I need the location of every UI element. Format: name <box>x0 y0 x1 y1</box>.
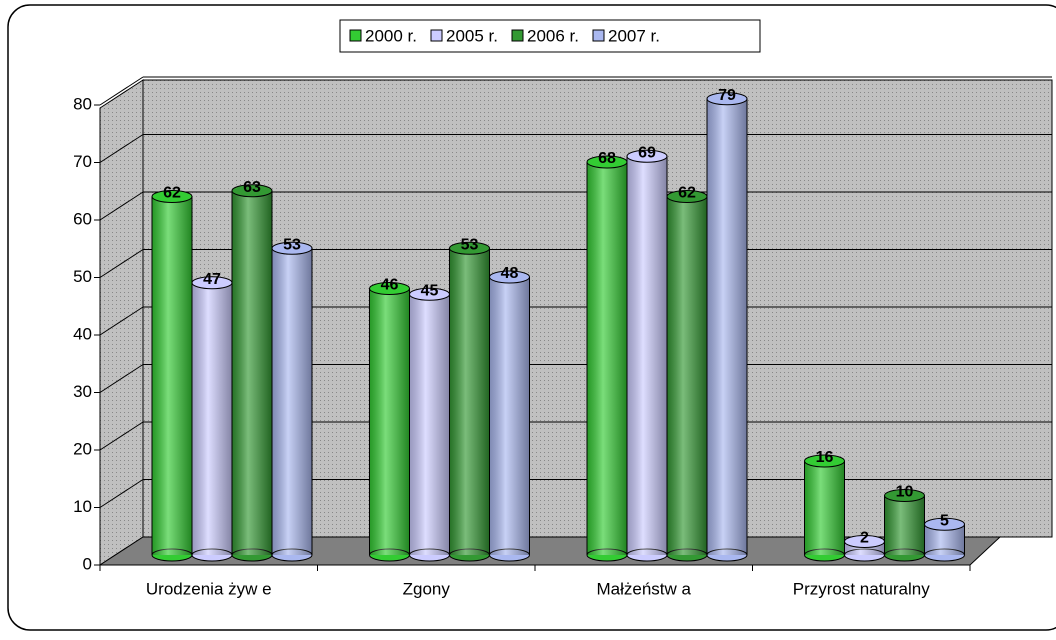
grid-line <box>99 479 144 508</box>
bar <box>884 489 925 562</box>
legend-swatch <box>511 29 524 42</box>
value-label: 2 <box>860 530 869 547</box>
y-tick-label: 60 <box>73 209 92 228</box>
y-tick-label: 10 <box>73 497 92 516</box>
legend-swatch <box>349 29 362 42</box>
grid-line <box>99 134 144 163</box>
y-tick-label: 30 <box>73 382 92 401</box>
value-label: 63 <box>243 179 261 196</box>
bar <box>231 184 273 562</box>
legend-swatch <box>592 29 605 42</box>
bar <box>666 190 708 562</box>
bar <box>706 92 748 562</box>
y-tick-label: 70 <box>73 152 92 171</box>
bar <box>409 287 450 562</box>
grid-line <box>99 76 144 106</box>
x-tick-label: Małżeństw a <box>597 579 692 598</box>
grid-line <box>99 306 144 336</box>
bar <box>271 241 313 562</box>
grid-line <box>99 191 144 221</box>
side-wall <box>99 79 144 566</box>
value-label: 53 <box>461 236 479 253</box>
bar <box>191 276 233 562</box>
value-label: 16 <box>816 449 834 466</box>
y-tick-label: 20 <box>73 439 92 458</box>
value-label: 46 <box>381 277 399 294</box>
bar <box>489 270 530 562</box>
legend <box>339 19 761 53</box>
value-label: 10 <box>896 484 914 501</box>
value-label: 48 <box>501 265 519 282</box>
y-tick-label: 40 <box>73 324 92 343</box>
value-label: 62 <box>163 185 181 202</box>
x-tick-label: Zgony <box>403 579 451 598</box>
legend-label: 2007 r. <box>608 26 660 45</box>
x-tick-label: Przyrost naturalny <box>793 579 930 598</box>
grid-line <box>99 421 144 451</box>
x-tick-label: Urodzenia żyw e <box>146 579 272 598</box>
value-label: 62 <box>678 185 696 202</box>
bar <box>626 149 668 562</box>
grid-line <box>99 364 144 393</box>
bar <box>804 454 845 562</box>
bar <box>369 282 410 562</box>
y-tick-label: 80 <box>73 94 92 113</box>
value-label: 53 <box>283 236 301 253</box>
legend-label: 2000 r. <box>365 26 417 45</box>
bar <box>924 517 965 562</box>
y-tick-label: 50 <box>73 267 92 286</box>
legend-label: 2006 r. <box>527 26 579 45</box>
value-label: 68 <box>598 150 616 167</box>
bar <box>151 190 193 562</box>
legend-swatch <box>430 29 443 42</box>
value-label: 45 <box>421 282 439 299</box>
bar <box>449 241 490 562</box>
value-label: 69 <box>638 144 656 161</box>
value-label: 47 <box>203 271 221 288</box>
value-label: 5 <box>940 512 949 529</box>
bar <box>586 155 628 562</box>
grid-line <box>99 249 144 278</box>
legend-label: 2005 r. <box>446 26 498 45</box>
y-tick-label: 0 <box>83 554 92 573</box>
value-label: 79 <box>718 87 736 104</box>
